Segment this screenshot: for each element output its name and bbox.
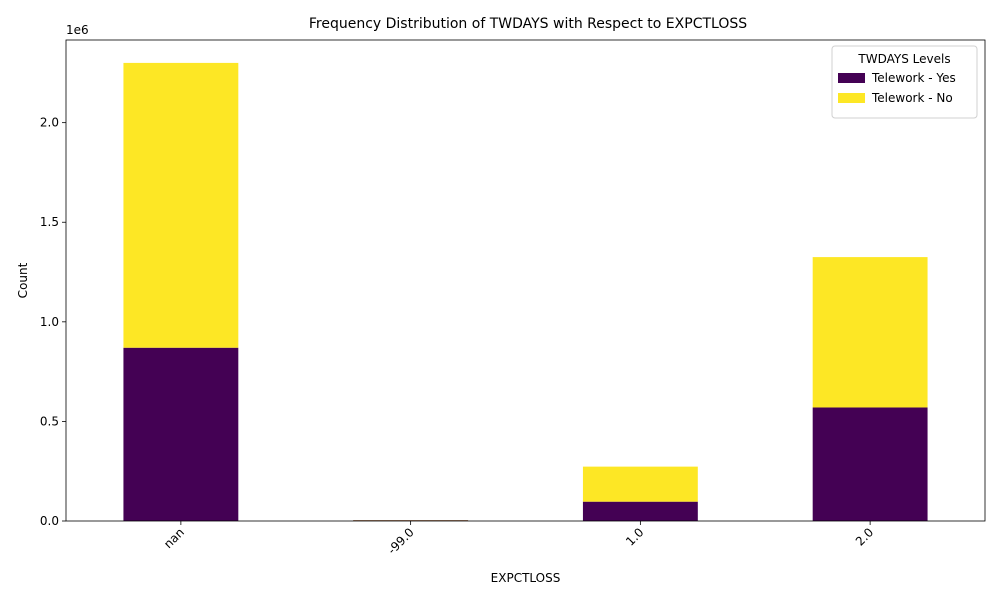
legend-box (831, 45, 978, 119)
legend-title: TWDAYS Levels (857, 52, 950, 66)
y-tick-label: 1.0 (40, 315, 59, 329)
x-axis-title: EXPCTLOSS (491, 571, 561, 585)
y-axis-title: Count (16, 262, 30, 298)
y-tick-label: 0.5 (40, 414, 59, 428)
x-tick-label: -99.0 (385, 525, 417, 557)
y-tick-label: 0.0 (40, 514, 59, 528)
x-axis-ticks: nan -99.0 1.0 2.0 (161, 521, 876, 557)
x-tick-label: 2.0 (853, 525, 876, 548)
bar-telework-yes-3 (812, 407, 928, 521)
bar-telework-no-2 (582, 466, 698, 502)
x-tick-label: 1.0 (623, 525, 646, 548)
plot-frame (65, 39, 986, 522)
chart-title: Frequency Distribution of TWDAYS with Re… (309, 16, 747, 32)
bars-group (123, 62, 928, 521)
bar-telework-yes-2 (582, 501, 698, 521)
legend: TWDAYS Levels Telework - Yes Telework - N… (831, 45, 978, 119)
bar-telework-no-0 (123, 62, 239, 348)
legend-items: Telework - Yes Telework - No (838, 71, 956, 105)
legend-swatch (838, 73, 865, 83)
bar-telework-yes-0 (123, 347, 239, 521)
legend-swatch (838, 93, 865, 103)
x-tick-label: nan (161, 525, 187, 551)
y-tick-label: 2.0 (40, 116, 59, 130)
bar-telework-no-3 (812, 257, 928, 408)
y-tick-label: 1.5 (40, 215, 59, 229)
y-axis-ticks: 0.0 0.5 1.0 1.5 2.0 (40, 116, 66, 528)
legend-label: Telework - Yes (871, 71, 956, 85)
y-axis-offset-label: 1e6 (66, 23, 89, 37)
legend-label: Telework - No (871, 91, 953, 105)
